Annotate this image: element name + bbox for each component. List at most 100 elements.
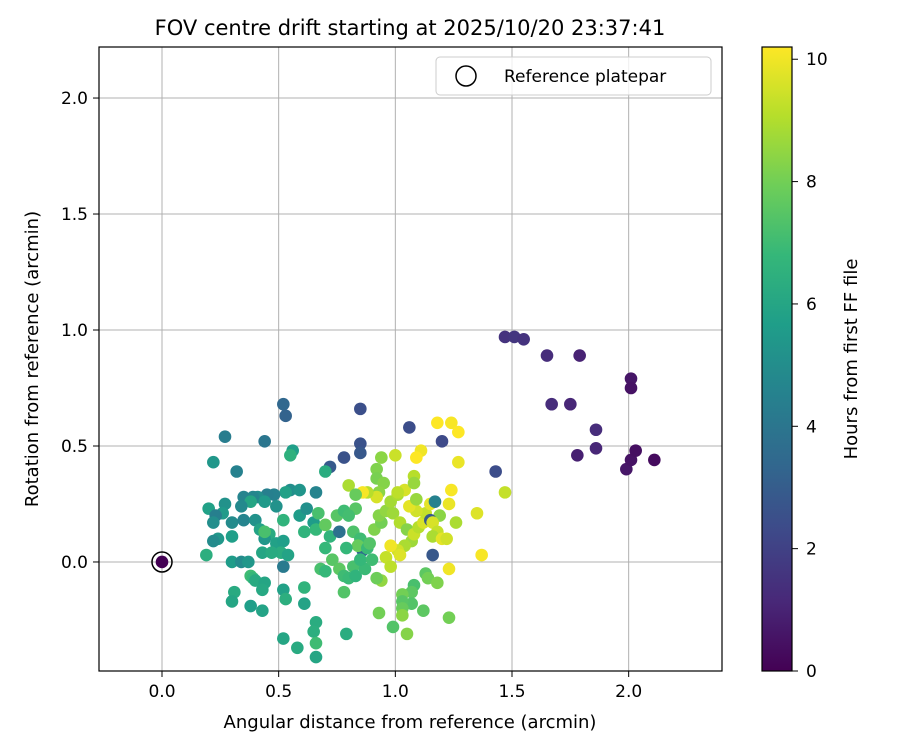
data-point <box>442 611 456 624</box>
data-point <box>377 476 390 490</box>
data-point <box>277 632 290 645</box>
data-point <box>326 553 339 566</box>
data-point <box>435 435 449 448</box>
data-point <box>235 500 248 513</box>
data-point <box>218 430 232 444</box>
data-point <box>440 532 453 546</box>
data-point <box>573 349 586 362</box>
data-point <box>155 555 169 569</box>
data-point <box>620 462 633 476</box>
data-point <box>498 486 512 499</box>
data-point <box>407 476 421 490</box>
data-point <box>333 525 346 539</box>
data-point <box>358 562 372 576</box>
data-point <box>207 534 220 548</box>
data-point <box>410 451 423 464</box>
legend-label: Reference platepar <box>504 67 666 87</box>
data-point <box>319 541 332 555</box>
data-point <box>426 548 439 562</box>
data-point <box>342 479 355 492</box>
data-point <box>421 571 435 585</box>
data-point <box>291 641 304 655</box>
data-point <box>470 506 484 520</box>
data-point <box>400 627 414 641</box>
data-point <box>284 448 297 462</box>
data-point <box>370 571 383 585</box>
data-point <box>225 530 239 543</box>
colorbar: 0 2 4 6 8 10 Hours from first FF file <box>761 46 862 682</box>
data-point <box>225 555 239 569</box>
data-points <box>155 330 661 664</box>
data-point <box>342 509 355 522</box>
data-point <box>265 546 278 559</box>
data-point <box>629 444 642 457</box>
data-point <box>498 330 512 344</box>
data-point <box>475 548 488 562</box>
data-point <box>225 516 239 529</box>
data-point <box>363 537 376 550</box>
data-point <box>545 397 558 411</box>
colorbar-tick-label: 10 <box>806 50 828 70</box>
x-axis-ticks: 0.0 0.5 1.0 1.5 2.0 <box>148 671 642 702</box>
data-point <box>258 435 271 448</box>
data-point <box>489 465 502 478</box>
data-point <box>237 513 250 527</box>
data-point <box>428 495 442 508</box>
data-point <box>426 516 439 529</box>
data-point <box>207 516 220 529</box>
data-point <box>244 599 257 613</box>
data-point <box>309 523 323 536</box>
colorbar-tick-label: 6 <box>806 295 817 315</box>
data-point <box>449 516 463 529</box>
y-tick-label: 2.0 <box>61 89 88 109</box>
y-tick-label: 0.5 <box>61 437 88 457</box>
y-axis-ticks: 0.0 0.5 1.0 1.5 2.0 <box>61 89 99 573</box>
data-point <box>349 569 362 583</box>
data-point <box>375 451 388 464</box>
data-point <box>365 553 379 566</box>
y-tick-label: 1.5 <box>61 205 88 225</box>
data-point <box>540 349 554 362</box>
colorbar-tick-label: 4 <box>806 417 817 437</box>
reference-ring <box>151 551 173 573</box>
data-point <box>230 465 243 478</box>
data-point <box>431 576 444 590</box>
data-point <box>312 506 325 520</box>
data-point <box>258 495 271 508</box>
data-point <box>442 497 456 511</box>
data-point <box>354 437 367 450</box>
data-point <box>340 541 353 555</box>
data-point <box>298 597 311 611</box>
data-point <box>277 397 290 411</box>
data-point <box>589 442 603 455</box>
data-point <box>340 627 353 641</box>
colorbar-gradient <box>762 47 792 671</box>
data-point <box>279 409 292 423</box>
data-point <box>571 448 584 462</box>
data-point <box>300 502 313 515</box>
data-point <box>396 609 409 622</box>
data-point <box>337 451 351 464</box>
data-point <box>393 548 407 562</box>
data-point <box>319 564 332 578</box>
data-point <box>309 650 323 664</box>
data-point <box>281 548 295 562</box>
data-point <box>452 455 465 469</box>
data-point <box>200 548 213 562</box>
data-point <box>298 581 311 594</box>
data-point <box>386 620 400 634</box>
y-tick-label: 1.0 <box>61 321 88 341</box>
data-point <box>249 513 262 527</box>
data-point <box>417 604 430 617</box>
data-point <box>445 483 458 497</box>
data-point <box>293 483 306 497</box>
data-point <box>277 513 290 527</box>
data-point <box>445 416 458 430</box>
colorbar-tick-label: 8 <box>806 173 817 193</box>
colorbar-frame <box>761 46 793 672</box>
legend-marker-icon <box>455 65 477 87</box>
x-tick-label: 0.5 <box>265 682 292 702</box>
data-point <box>384 560 397 573</box>
